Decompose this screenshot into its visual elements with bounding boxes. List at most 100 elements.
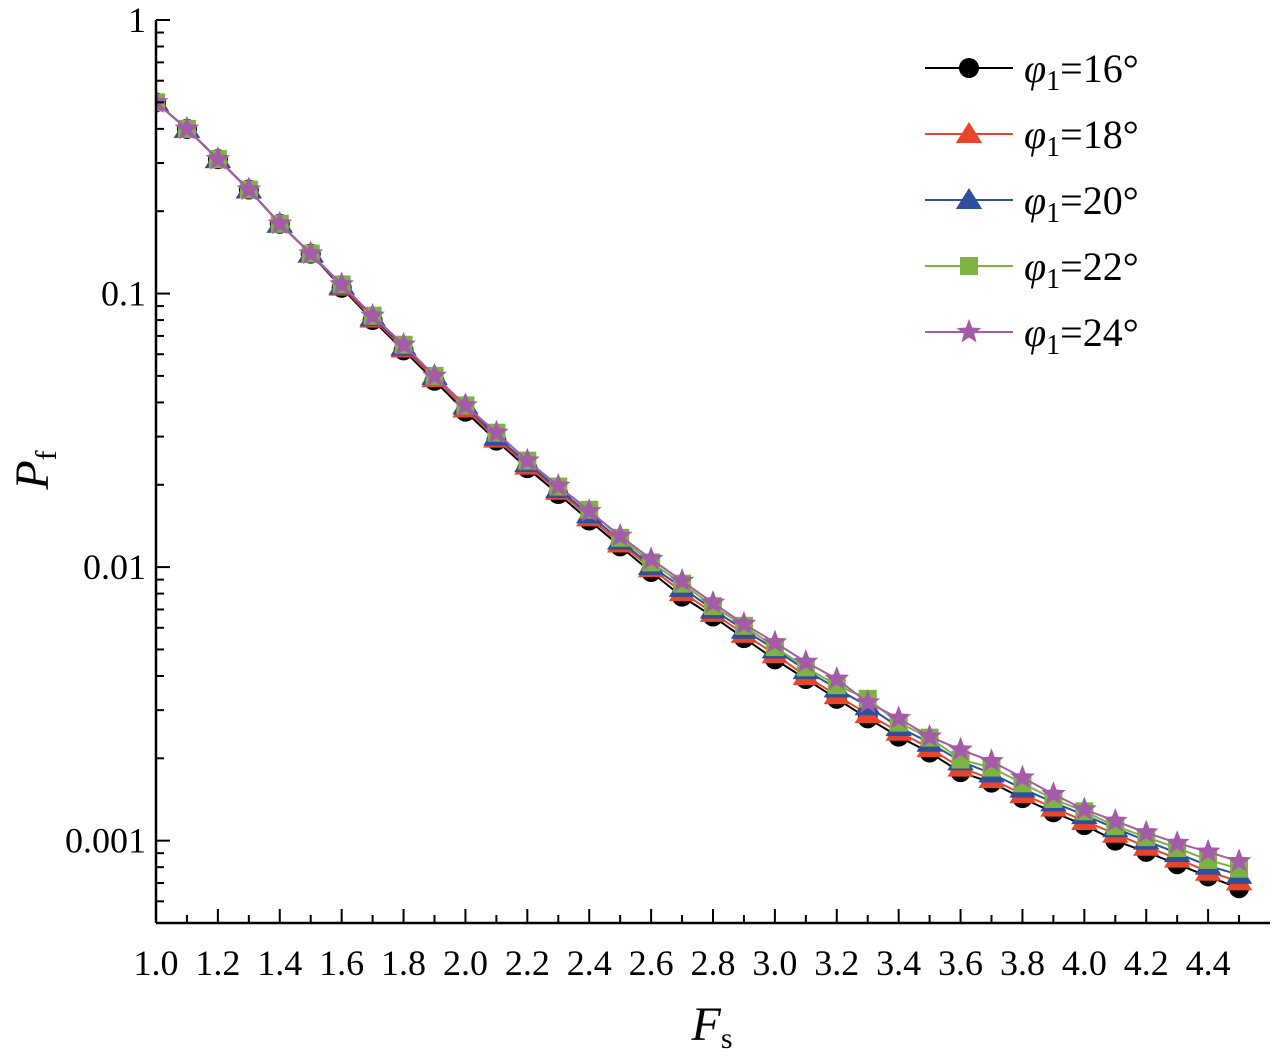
x-tick-label: 1.6 [319,943,364,983]
legend-marker [955,122,983,143]
series-5-point [979,748,1004,772]
series-5-point [824,666,850,690]
series-5-point [917,723,942,748]
x-tick-label: 2.2 [505,943,550,983]
series-5-point [1041,781,1066,805]
series-5-point [422,362,447,387]
legend-value: =22° [1060,244,1139,289]
series-5-point [731,610,757,635]
x-tick-label: 1.4 [257,943,302,983]
y-tick-label: 0.1 [101,274,146,314]
legend-value: =24° [1060,310,1139,355]
x-tick-label: 3.6 [938,943,983,983]
series-5-point [607,522,633,547]
legend: φ1=16°φ1=18°φ1=20°φ1=22°φ1=24° [925,46,1139,361]
series-5-point [638,546,664,570]
tick-labels: 1.0 1.2 1.4 1.6 1.8 2.0 2.2 2.4 2.6 2.8 3.0 3.2 3.4 3… [65,0,1231,983]
series-5-point [453,392,478,416]
legend-label: φ1=22° [1024,244,1139,295]
series-5-point [669,567,695,592]
legend-label: φ1=20° [1024,178,1139,229]
series-5-point [298,240,324,265]
series-5-point [515,447,540,472]
legend-value: =18° [1060,112,1139,157]
series-5-point [1195,838,1221,863]
series-5-point [156,89,169,113]
x-tick-label: 1.0 [134,943,179,983]
y-axis-label-sub: f [30,450,63,460]
x-tick-label: 1.2 [195,943,240,983]
legend-symbol: φ [1024,244,1046,289]
legend-subscript: 1 [1046,132,1060,163]
legend-subscript: 1 [1046,264,1060,295]
x-tick-label: 3.8 [1000,943,1045,983]
x-tick-label: 2.8 [691,943,736,983]
series-5-point [329,271,354,295]
legend-symbol: φ [1024,46,1046,91]
series-5-point [174,115,200,140]
series-5-point [545,472,571,497]
series-5-point [391,331,416,356]
x-tick-label: 3.0 [752,943,797,983]
series-5-point [793,649,819,673]
series-5-point [1164,830,1190,854]
x-axis-label-main: F [690,998,721,1051]
series-5-point [1102,808,1128,832]
legend-subscript: 1 [1046,198,1060,229]
series-5-point [1010,764,1035,789]
series-5-point [948,736,973,761]
series-layer [156,89,1253,899]
series-5 [156,89,1252,872]
x-axis-label: Fs [690,998,732,1055]
series-5-point [1133,819,1159,844]
legend-subscript: 1 [1046,330,1060,361]
legend-marker [960,257,978,275]
legend-label: φ1=16° [1024,46,1139,97]
series-5-point [762,629,788,653]
x-tick-label: 2.6 [629,943,674,983]
series-5-point [484,419,509,444]
series-5-point [267,210,293,235]
legend-item-2: φ1=18° [925,112,1139,163]
y-tick-label: 1 [128,0,146,40]
y-tick-label: 0.01 [83,547,146,587]
series-5-point [576,498,602,522]
series-5-point [1226,848,1252,872]
legend-label: φ1=18° [1024,112,1139,163]
y-tick-label: 0.001 [65,821,146,861]
y-axis-label: Pf [6,450,63,490]
legend-item-1: φ1=16° [925,46,1139,97]
series-5-point [205,146,231,170]
series-5-point [1072,796,1097,820]
x-tick-label: 1.8 [381,943,426,983]
legend-value: =20° [1060,178,1139,223]
legend-marker [959,58,979,78]
y-axis-label-main: P [6,460,59,490]
x-tick-label: 4.0 [1062,943,1107,983]
legend-marker [955,188,983,209]
x-axis-label-sub: s [721,1022,733,1055]
axes [154,19,1270,925]
legend-item-4: φ1=22° [925,244,1139,295]
legend-symbol: φ [1024,178,1046,223]
legend-symbol: φ [1024,310,1046,355]
legend-label: φ1=24° [1024,310,1139,361]
legend-subscript: 1 [1046,66,1060,97]
legend-item-3: φ1=20° [925,178,1139,229]
series-5-point [886,705,911,729]
legend-value: =16° [1060,46,1139,91]
legend-item-5: φ1=24° [925,310,1139,361]
x-tick-label: 3.4 [876,943,921,983]
series-5-point [700,589,726,614]
legend-symbol: φ [1024,112,1046,157]
x-tick-label: 3.2 [814,943,859,983]
x-tick-label: 4.2 [1124,943,1169,983]
x-tick-label: 2.0 [443,943,488,983]
legend-marker [956,319,982,343]
series-5-point [855,689,881,713]
x-tick-label: 4.4 [1186,943,1231,983]
series-5-point [236,176,262,201]
series-5-point [360,302,385,327]
x-tick-label: 2.4 [567,943,612,983]
